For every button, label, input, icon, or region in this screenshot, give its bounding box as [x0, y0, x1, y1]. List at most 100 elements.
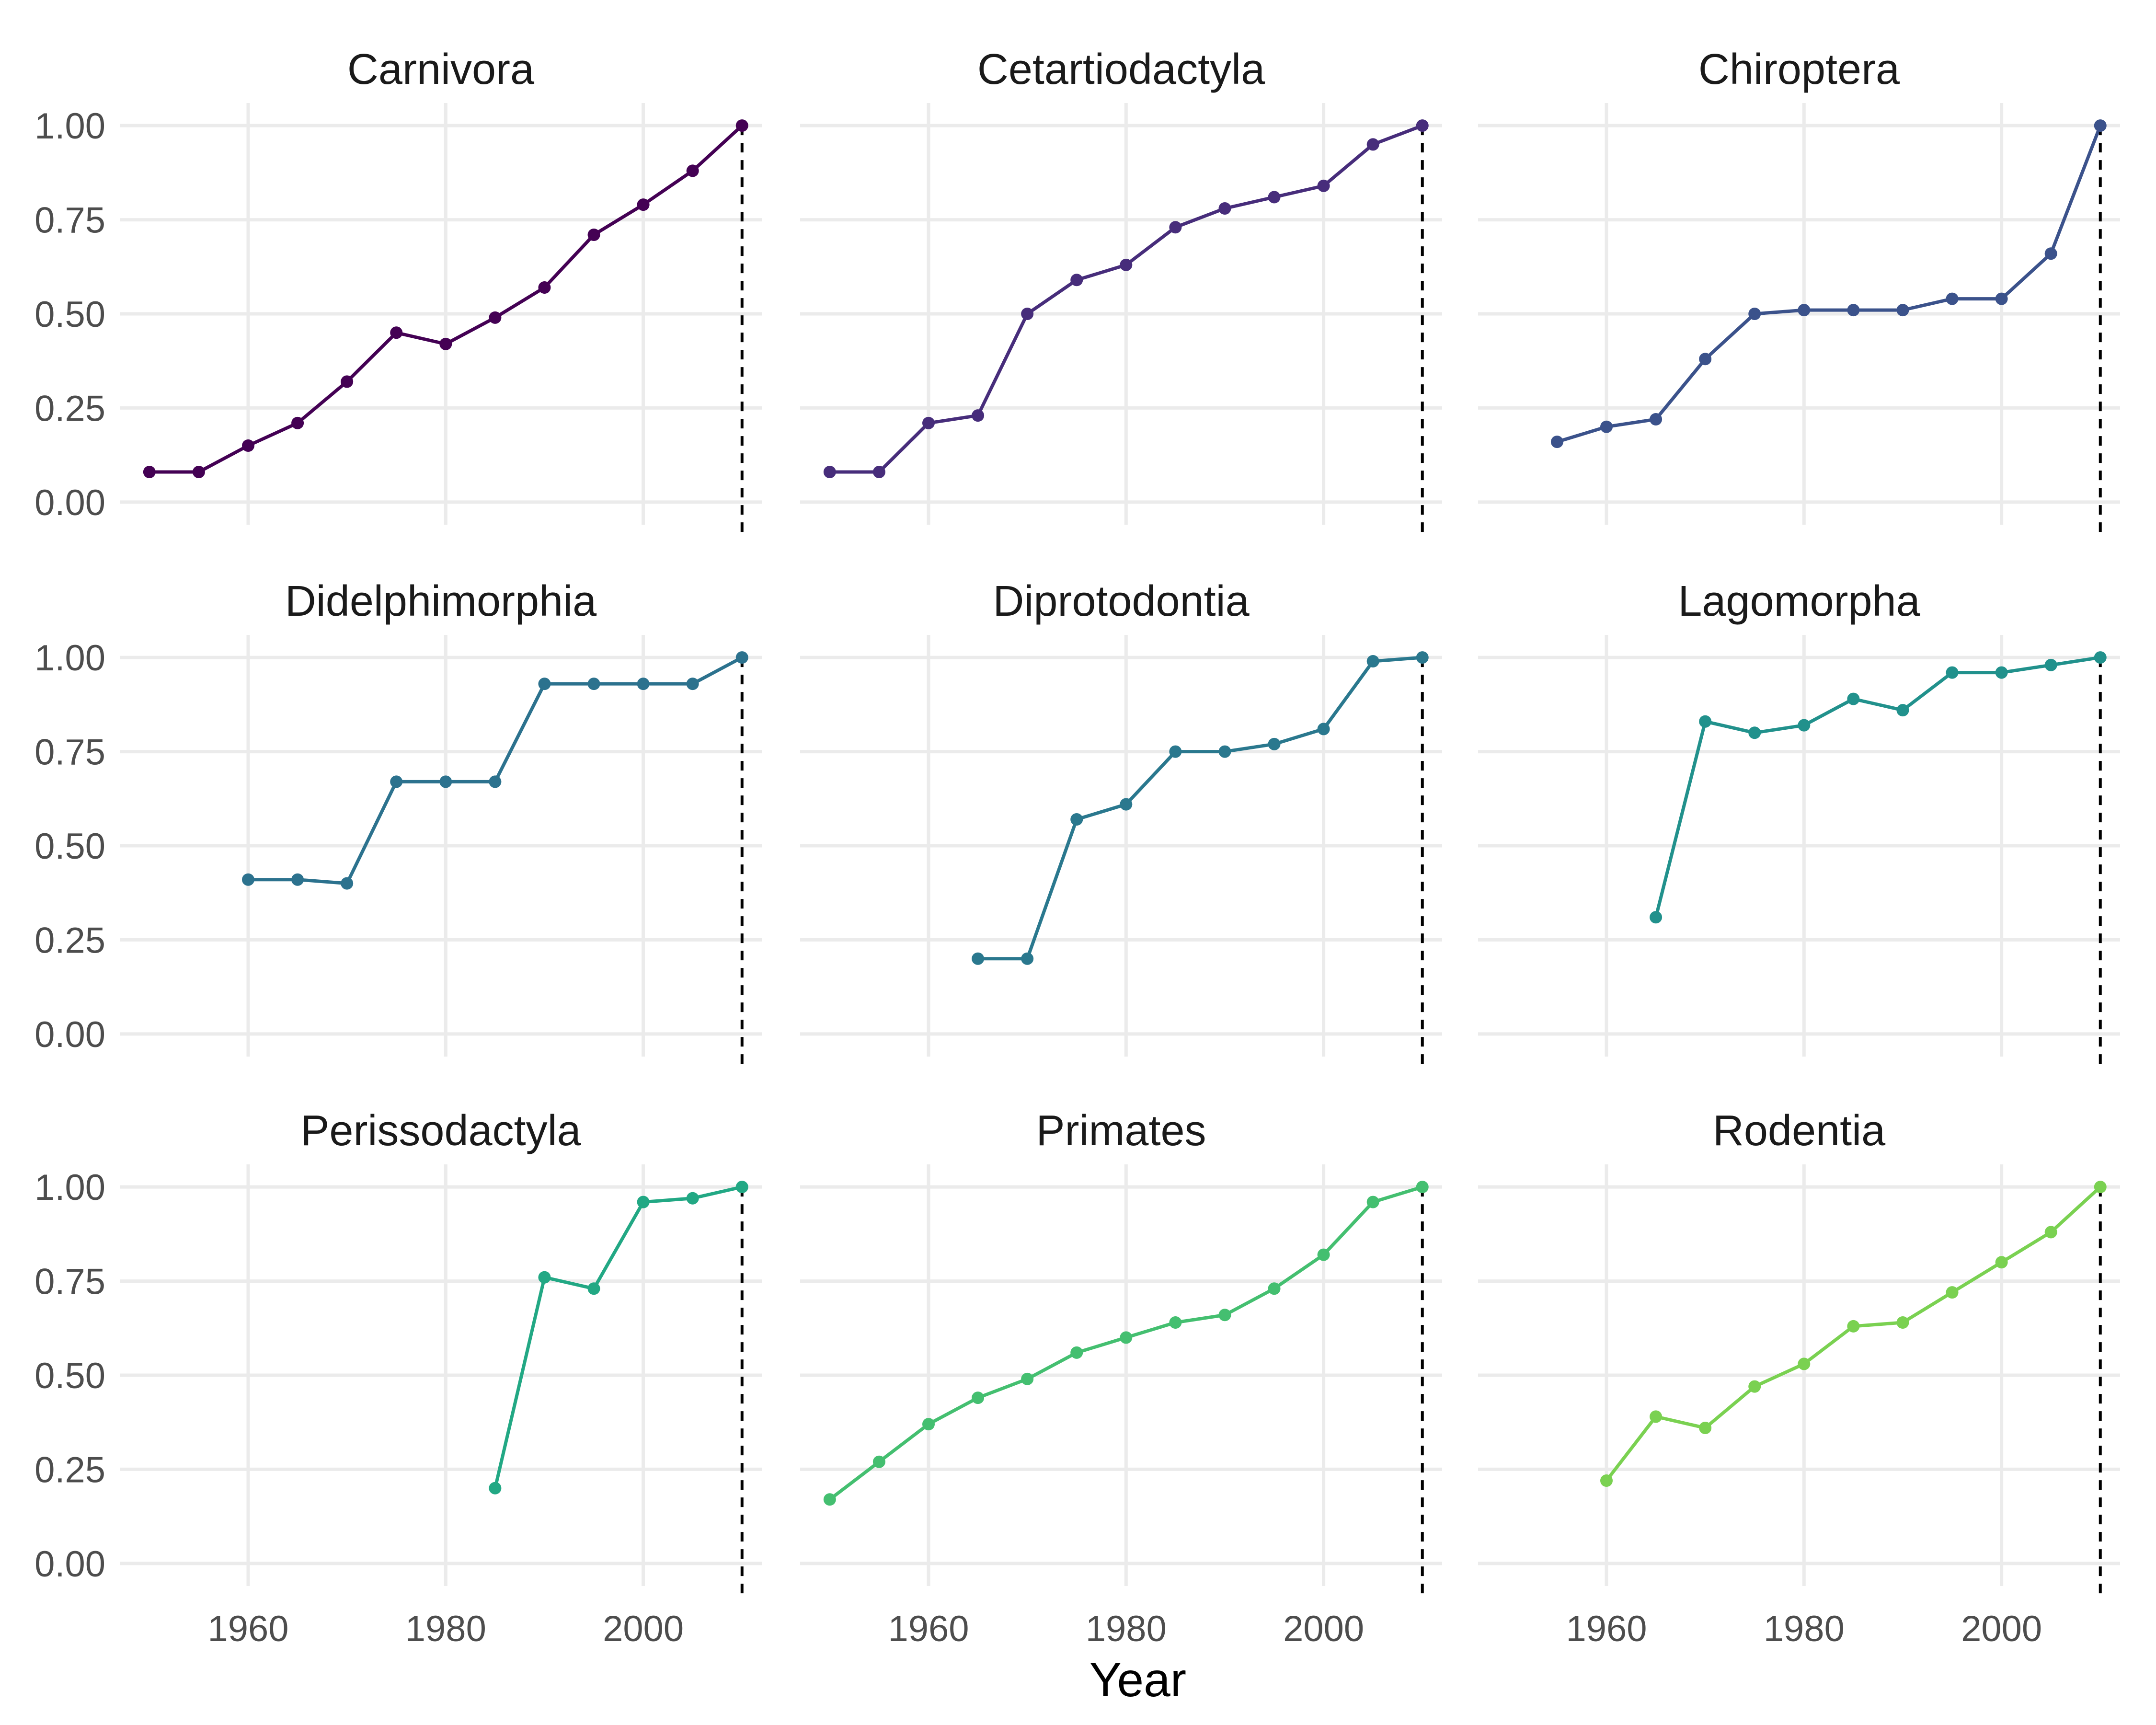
y-tick-label: 0.00: [34, 1544, 105, 1585]
data-point: [637, 1196, 650, 1208]
data-point: [1070, 274, 1083, 287]
x-tick-label: 1980: [405, 1609, 486, 1649]
data-point: [1798, 304, 1811, 317]
data-point: [686, 164, 699, 177]
data-point: [972, 1392, 985, 1404]
y-tick-label: 0.50: [34, 294, 105, 335]
data-point: [1070, 1346, 1083, 1359]
data-point: [1416, 651, 1429, 664]
data-point: [2044, 247, 2057, 260]
data-point: [1218, 1309, 1231, 1322]
data-point: [587, 1282, 600, 1295]
y-tick-label: 1.00: [34, 106, 105, 147]
data-point: [735, 651, 748, 664]
data-point: [1317, 1248, 1330, 1261]
data-point: [341, 877, 354, 890]
data-point: [1317, 723, 1330, 736]
data-point: [1366, 655, 1379, 667]
y-tick-label: 0.25: [34, 388, 105, 429]
data-point: [1416, 1181, 1429, 1194]
x-tick-label: 2000: [603, 1609, 684, 1649]
data-point: [1268, 737, 1281, 750]
data-point: [1366, 138, 1379, 151]
y-tick-label: 1.00: [34, 1167, 105, 1208]
data-point: [1268, 1282, 1281, 1295]
facet-title: Didelphimorphia: [285, 577, 597, 625]
facet-title: Primates: [1036, 1107, 1206, 1155]
data-point: [2094, 119, 2107, 132]
data-point: [872, 1455, 885, 1468]
data-point: [872, 466, 885, 478]
data-point: [735, 1181, 748, 1194]
data-point: [1699, 715, 1712, 728]
series-line: [976, 656, 1424, 961]
data-point: [1218, 202, 1231, 215]
x-tick-label: 1980: [1764, 1609, 1845, 1649]
facet-panel-perissodactyla: Perissodactyla 0.00 0.25 0.50 0.75 1.00 1960 19…: [34, 1107, 762, 1649]
data-point: [1218, 745, 1231, 758]
data-point: [686, 1192, 699, 1205]
data-point: [1995, 666, 2008, 679]
data-point: [192, 466, 205, 478]
data-point: [1650, 413, 1663, 426]
data-point: [1748, 308, 1761, 320]
data-point: [1416, 119, 1429, 132]
y-tick-label: 0.50: [34, 1356, 105, 1396]
data-point: [823, 1493, 836, 1506]
facet-panel-chiroptera: Chiroptera: [1478, 46, 2120, 534]
data-point: [1896, 1316, 1909, 1329]
data-point: [1847, 1320, 1860, 1333]
data-point: [538, 281, 551, 294]
y-tick-label: 0.75: [34, 732, 105, 773]
data-point: [922, 416, 935, 429]
data-point: [1317, 179, 1330, 192]
data-point: [242, 439, 254, 452]
data-point: [439, 775, 452, 788]
facet-title: Perissodactyla: [300, 1107, 581, 1155]
data-point: [1847, 304, 1860, 317]
series-line: [246, 656, 744, 886]
data-point: [922, 1418, 935, 1431]
data-point: [1268, 191, 1281, 204]
data-point: [587, 678, 600, 690]
data-point: [972, 409, 985, 422]
data-point: [1699, 1422, 1712, 1434]
series-line: [493, 1185, 744, 1490]
data-point: [489, 1482, 502, 1495]
data-point: [1748, 726, 1761, 739]
data-point: [489, 775, 502, 788]
y-tick-label: 1.00: [34, 638, 105, 678]
series-line: [1555, 124, 2102, 444]
data-point: [1550, 436, 1563, 448]
data-point: [1650, 911, 1663, 924]
y-tick-label: 0.00: [34, 483, 105, 523]
series-line: [1605, 1185, 2102, 1483]
data-point: [1650, 1410, 1663, 1423]
data-point: [291, 416, 304, 429]
data-point: [1896, 704, 1909, 717]
facet-title: Chiroptera: [1698, 46, 1900, 93]
data-point: [1169, 745, 1182, 758]
x-tick-label: 1980: [1086, 1609, 1167, 1649]
x-axis-title: Year: [1089, 1653, 1186, 1707]
data-point: [2044, 1226, 2057, 1239]
data-point: [1699, 353, 1712, 366]
y-tick-label: 0.50: [34, 826, 105, 867]
y-tick-label: 0.75: [34, 1262, 105, 1302]
data-point: [1120, 798, 1133, 811]
facet-panel-carnivora: Carnivora 0.00 0.25 0.50 0.75 1.00: [34, 46, 762, 534]
data-point: [143, 466, 156, 478]
data-point: [1366, 1196, 1379, 1208]
facet-title: Rodentia: [1713, 1107, 1886, 1155]
data-point: [1798, 719, 1811, 732]
data-point: [972, 952, 985, 965]
x-tick-label: 1960: [1566, 1609, 1647, 1649]
data-point: [291, 873, 304, 886]
data-point: [823, 466, 836, 478]
data-point: [1120, 1331, 1133, 1344]
data-point: [1995, 292, 2008, 305]
facet-title: Lagomorpha: [1678, 577, 1920, 625]
data-point: [390, 326, 403, 339]
data-point: [341, 375, 354, 388]
x-tick-label: 1960: [207, 1609, 288, 1649]
